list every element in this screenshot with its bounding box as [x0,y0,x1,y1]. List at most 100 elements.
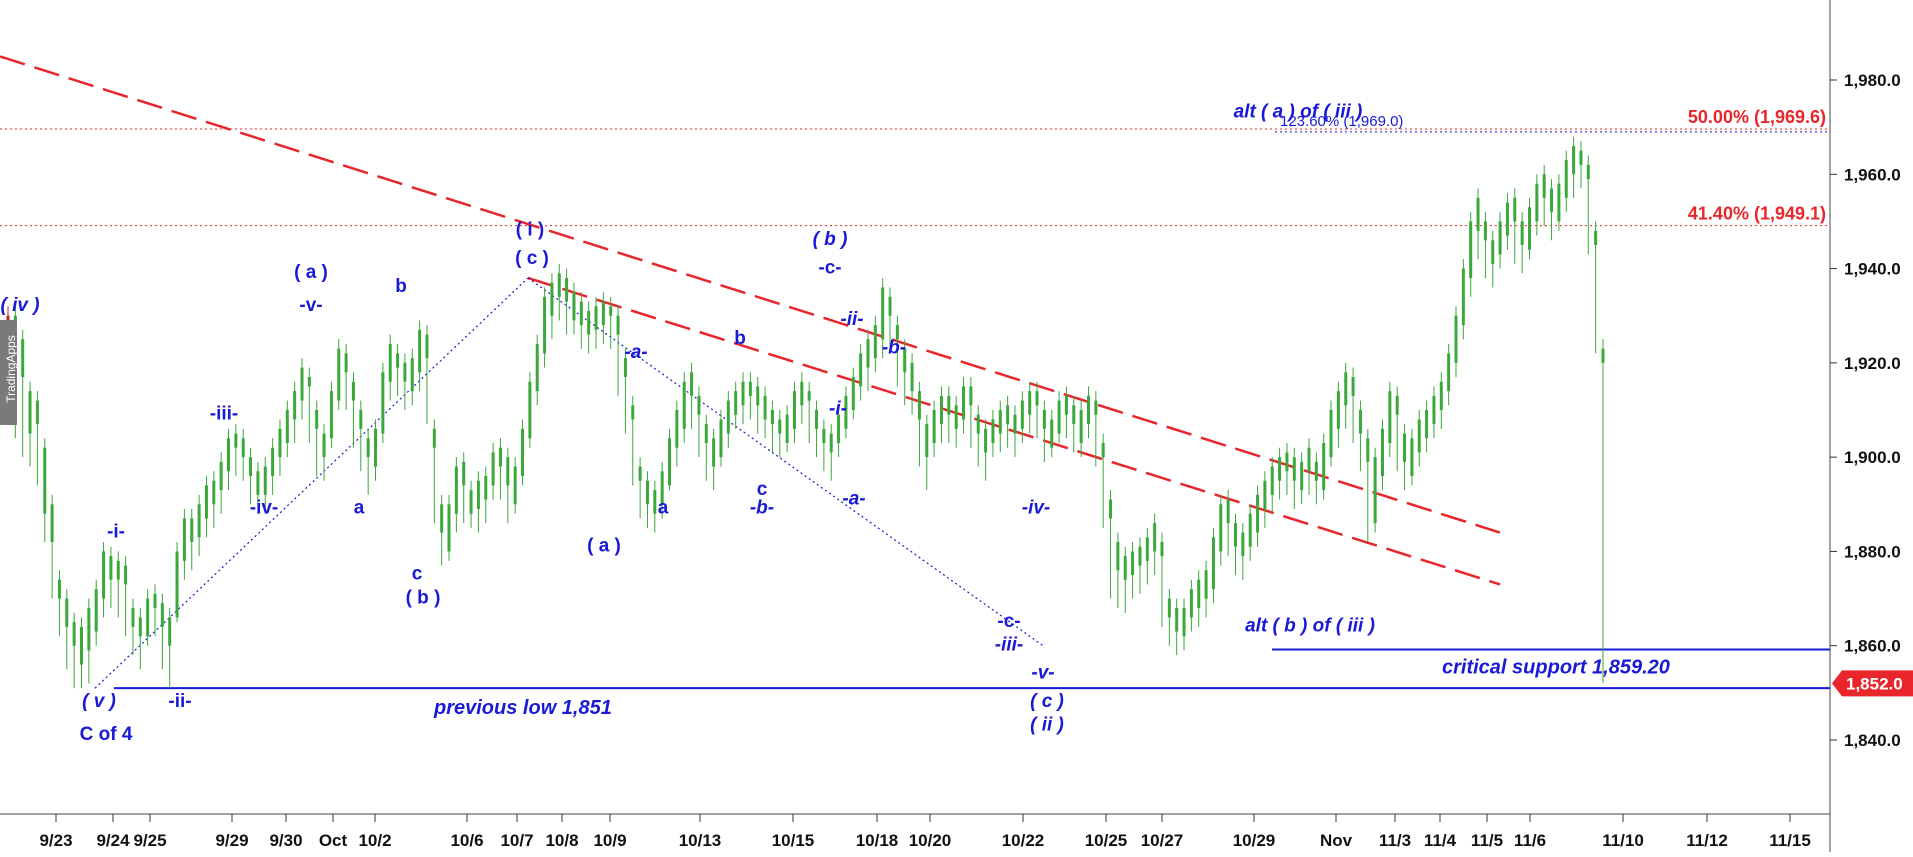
candle [1461,259,1465,340]
candle [792,381,796,443]
candle [1336,381,1340,448]
candle [962,377,966,434]
x-tick-label: 10/6 [450,831,483,850]
candle [844,386,848,439]
candle [623,348,627,434]
candle [881,278,885,359]
candle [256,461,260,514]
candle [94,579,98,646]
candle [109,546,113,608]
level-label: previous low 1,851 [433,697,612,719]
wave-label: ( a ) [587,535,621,556]
candle [1550,179,1554,241]
candle [631,395,635,486]
candle [800,372,804,425]
candle [271,438,275,495]
candle [182,509,186,580]
y-tick-label: 1,920.0 [1844,354,1901,373]
candle [1373,447,1377,533]
x-tick-label: 10/29 [1233,831,1276,850]
candle [1064,386,1068,439]
pane-tab[interactable]: TradingApps [0,320,18,425]
candle [241,428,245,481]
candle [550,273,554,340]
candle [815,400,819,458]
candle [65,589,69,670]
candle [1307,438,1311,495]
candles [6,136,1605,689]
candle [1020,391,1024,443]
candle [28,381,32,467]
candle [1013,405,1017,458]
candle [660,461,664,519]
candle [300,358,304,420]
candle [668,428,672,491]
price-axis[interactable]: 1,980.0 1,960.0 1,940.0 1,920.0 1,900.0 1,880… [1830,71,1901,750]
wave-label: b [395,276,407,297]
trendline[interactable] [0,55,1501,534]
wave-label: -v- [299,295,322,316]
wave-label: -a- [624,342,647,363]
candle [888,287,892,354]
candle [785,405,789,453]
candle [822,419,826,472]
candle [1050,410,1054,458]
candle [895,315,899,387]
candle [43,438,47,542]
y-tick-label: 1,840.0 [1844,731,1901,750]
candle [425,325,429,425]
candle [469,480,473,528]
candle [565,268,569,335]
x-tick-label: 10/25 [1085,831,1128,850]
wave-label: c [412,564,423,585]
candle [374,419,378,481]
candle [1410,428,1414,486]
candle [1175,598,1179,656]
x-tick-label: 11/6 [1514,831,1546,850]
candle [1447,344,1451,406]
candle [984,419,988,481]
level-label: 41.40% (1,949.1) [1688,204,1826,224]
candle [1476,188,1480,260]
candle [1513,188,1517,264]
candle [1520,212,1524,274]
candle [1579,141,1583,189]
candle [432,419,436,524]
candle [80,617,84,689]
candle [697,386,701,458]
candle [1351,367,1355,443]
candle [1241,523,1245,580]
candle [204,476,208,538]
trendline[interactable] [527,277,1044,647]
candle [498,438,502,500]
candle [506,447,510,524]
candle [234,424,238,476]
candle [1366,428,1370,542]
candle [212,471,216,528]
candle [1116,532,1120,608]
candle [763,386,767,439]
candle [712,428,716,491]
candle [1006,395,1010,448]
wave-label: -iv- [1022,498,1051,519]
time-axis[interactable]: 9/23 9/24 9/25 9/29 9/30 Oct 10/2 10/6 10/7 10/8 1… [39,814,1811,850]
candle [285,400,289,458]
candle [1469,212,1473,297]
candle [1211,527,1215,604]
candle [1197,570,1201,627]
wave-label: -iii- [210,403,239,424]
candle [910,353,914,415]
x-tick-label: Oct [319,831,348,850]
candle [837,405,841,458]
candle [1527,197,1531,260]
wave-label: -b- [882,337,906,358]
last-price-badge [1832,670,1913,697]
candle [1425,400,1429,453]
candle [227,428,231,491]
candle [447,494,451,561]
candle [756,377,760,434]
candle [366,428,370,495]
candle [653,480,657,533]
candle [153,584,157,637]
candle [748,372,752,420]
